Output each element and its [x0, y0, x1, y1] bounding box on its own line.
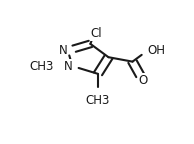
Text: O: O: [138, 74, 148, 87]
Text: N: N: [64, 60, 72, 73]
Text: CH3: CH3: [29, 60, 54, 73]
Text: OH: OH: [147, 44, 165, 57]
Text: CH3: CH3: [86, 94, 110, 107]
Text: Cl: Cl: [91, 27, 102, 40]
Text: N: N: [59, 44, 68, 57]
